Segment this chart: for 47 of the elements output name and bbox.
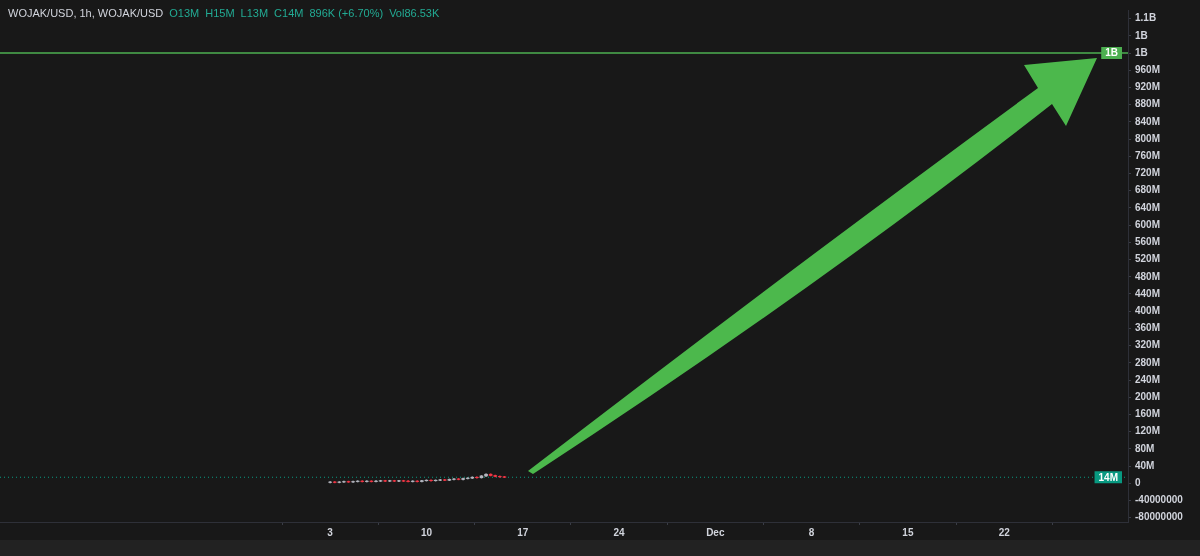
x-tick-label: 17 — [517, 526, 529, 538]
ref-line-label: 14M — [1098, 471, 1118, 483]
x-tick-label: 24 — [613, 526, 626, 538]
x-tick-label: Dec — [706, 526, 725, 538]
y-tick-label: 160M — [1135, 408, 1161, 420]
y-tick-label: 600M — [1135, 218, 1161, 230]
annotation: Vol86.53K — [389, 7, 440, 20]
y-tick-label: 40M — [1135, 459, 1155, 471]
y-tick-label: 960M — [1135, 63, 1161, 75]
y-tick-label: 760M — [1135, 150, 1161, 162]
y-tick-label: -40000000 — [1135, 494, 1184, 506]
y-tick-label: 840M — [1135, 115, 1161, 127]
x-tick-label: 3 — [327, 526, 334, 538]
y-tick-label: 560M — [1135, 236, 1161, 248]
y-tick-label: 320M — [1135, 339, 1161, 351]
y-tick-label: 280M — [1135, 356, 1161, 368]
y-tick-label: 1B — [1135, 46, 1148, 58]
y-tick-label: -80000000 — [1135, 511, 1184, 523]
x-tick-label: 22 — [998, 526, 1011, 538]
annotation: L13M — [240, 7, 269, 20]
y-tick-label: 720M — [1135, 167, 1161, 179]
chart-title: WOJAK/USD, 1h, WOJAK/USD — [8, 7, 164, 20]
y-tick-label: 920M — [1135, 81, 1161, 93]
y-tick-label: 400M — [1135, 304, 1161, 316]
y-tick-label: 480M — [1135, 270, 1161, 282]
annotation: C14M — [274, 7, 304, 20]
y-tick-label: 120M — [1135, 425, 1161, 437]
x-tick-label: 15 — [902, 526, 914, 538]
y-tick-label: 520M — [1135, 253, 1161, 265]
annotation: O13M — [169, 7, 200, 20]
annotation: 896K (+6.70%) — [309, 7, 384, 20]
y-tick-label: 1B — [1135, 29, 1148, 41]
y-tick-label: 80M — [1135, 442, 1155, 454]
annotation: H15M — [205, 7, 235, 20]
y-tick-label: 200M — [1135, 390, 1161, 402]
x-tick-label: 10 — [420, 526, 433, 538]
y-tick-label: 800M — [1135, 132, 1161, 144]
y-tick-label: 440M — [1135, 287, 1161, 299]
y-tick-label: 680M — [1135, 184, 1161, 196]
y-tick-label: 240M — [1135, 373, 1161, 385]
ref-line-label: 1B — [1105, 47, 1119, 59]
x-tick-label: 8 — [808, 526, 815, 538]
y-tick-label: 360M — [1135, 322, 1161, 334]
y-tick-label: 1.1B — [1135, 12, 1157, 24]
y-tick-label: 0 — [1135, 477, 1141, 489]
y-tick-label: 880M — [1135, 98, 1161, 110]
y-tick-label: 640M — [1135, 201, 1161, 213]
